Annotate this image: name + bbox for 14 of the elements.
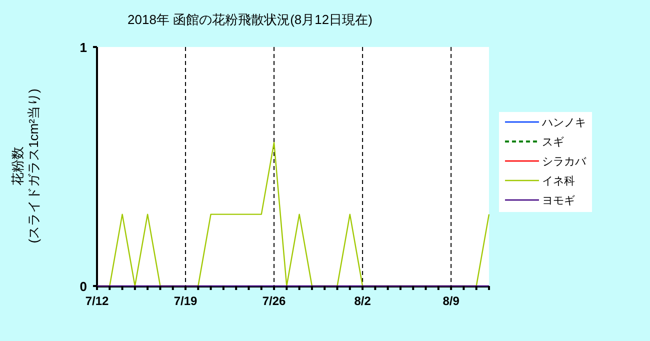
x-tick-label: 7/12 [85, 294, 109, 308]
y-tick-label: 0 [80, 279, 87, 294]
chart-title: 2018年 函館の花粉飛散状況(8月12日現在) [128, 12, 372, 27]
y-axis-title: 花粉数 (スライドガラス1cm²当り) [10, 88, 41, 244]
legend-label: イネ科 [542, 176, 575, 188]
legend-label: ハンノキ [541, 117, 586, 129]
legend-label: シラカバ [542, 156, 587, 168]
x-tick-label: 8/2 [354, 294, 372, 308]
legend-label: ヨモギ [542, 195, 575, 207]
y-tick-label: 1 [80, 40, 87, 55]
legend-label: スギ [542, 136, 564, 148]
x-tick-label: 8/9 [442, 294, 460, 308]
x-tick-label: 7/26 [262, 294, 286, 308]
x-tick-label: 7/19 [174, 294, 198, 308]
